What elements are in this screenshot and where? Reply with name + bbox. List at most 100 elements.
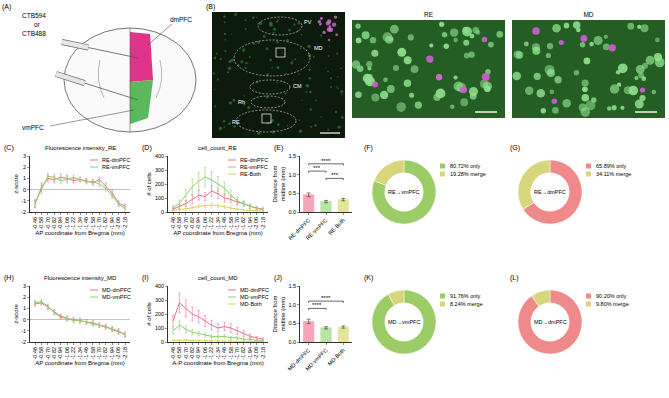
svg-text:MD-vmPFC: MD-vmPFC — [240, 294, 269, 300]
svg-text:RE-dmPFC: RE-dmPFC — [102, 157, 130, 163]
svg-text:200: 200 — [155, 311, 164, 317]
svg-text:-1.06: -1.06 — [202, 217, 208, 230]
svg-text:400: 400 — [155, 283, 164, 289]
svg-text:-0.46: -0.46 — [170, 347, 176, 360]
svg-text:-1.46: -1.46 — [221, 217, 227, 230]
svg-text:-1.06: -1.06 — [64, 347, 70, 360]
svg-text:-1.58: -1.58 — [90, 347, 96, 360]
svg-text:-0.82: -0.82 — [189, 217, 195, 230]
svg-text:(J): (J) — [274, 274, 282, 282]
svg-text:-1.94: -1.94 — [109, 217, 115, 230]
svg-text:2: 2 — [23, 294, 26, 300]
svg-text:-1.94: -1.94 — [247, 217, 253, 230]
svg-text:-0.94: -0.94 — [195, 217, 201, 230]
svg-text:100: 100 — [155, 325, 164, 331]
svg-text:z-score: z-score — [13, 304, 19, 324]
svg-text:MD-vmPFC: MD-vmPFC — [304, 347, 329, 372]
svg-text:-0.58: -0.58 — [176, 217, 182, 230]
svg-text:0: 0 — [161, 339, 164, 345]
svg-text:RE-vmPFC: RE-vmPFC — [102, 164, 130, 170]
svg-text:(G): (G) — [510, 144, 520, 152]
svg-text:-1.22: -1.22 — [208, 347, 214, 360]
svg-text:-1.82: -1.82 — [102, 217, 108, 230]
svg-text:-2.18: -2.18 — [122, 347, 128, 360]
svg-text:A-P coordinate from Bregma (mm: A-P coordinate from Bregma (mm) — [172, 360, 264, 366]
svg-text:or: or — [34, 21, 41, 28]
svg-text:MD→dmPFC: MD→dmPFC — [534, 319, 567, 325]
svg-text:z-score: z-score — [13, 174, 19, 194]
svg-text:-2.06: -2.06 — [253, 217, 259, 230]
svg-text:RE-dmPFC: RE-dmPFC — [287, 217, 311, 241]
svg-text:-1.70: -1.70 — [234, 347, 240, 360]
svg-text:(F): (F) — [364, 144, 373, 152]
svg-text:300: 300 — [155, 167, 164, 173]
svg-text:1: 1 — [23, 305, 26, 311]
svg-text:300: 300 — [155, 297, 164, 303]
svg-text:-0.94: -0.94 — [195, 347, 201, 360]
svg-text:0: 0 — [161, 209, 164, 215]
svg-text:-1: -1 — [21, 198, 26, 204]
svg-text:91.76% only: 91.76% only — [450, 293, 481, 299]
svg-text:200: 200 — [155, 181, 164, 187]
svg-text:-2.06: -2.06 — [115, 217, 121, 230]
svg-text:-1.82: -1.82 — [240, 217, 246, 230]
svg-text:-1.58: -1.58 — [228, 347, 234, 360]
svg-text:-0.70: -0.70 — [183, 217, 189, 230]
svg-text:-1.34: -1.34 — [215, 217, 221, 230]
svg-text:-2.06: -2.06 — [253, 347, 259, 360]
svg-text:-1.70: -1.70 — [96, 217, 102, 230]
svg-text:(A): (A) — [2, 3, 11, 11]
svg-text:****: **** — [321, 295, 331, 301]
svg-text:-0.58: -0.58 — [38, 347, 44, 360]
svg-text:-0.70: -0.70 — [183, 347, 189, 360]
svg-text:MD-dmPFC: MD-dmPFC — [240, 287, 269, 293]
svg-text:(B): (B) — [206, 3, 215, 11]
svg-text:1: 1 — [23, 175, 26, 181]
svg-text:dmPFC: dmPFC — [170, 16, 192, 23]
svg-text:1.0: 1.0 — [288, 302, 296, 308]
svg-text:-1.82: -1.82 — [240, 347, 246, 360]
svg-text:PV: PV — [304, 19, 312, 25]
svg-text:MD-Both: MD-Both — [326, 347, 346, 367]
svg-text:cell_count_RE: cell_count_RE — [198, 145, 237, 151]
svg-text:vmPFC: vmPFC — [22, 124, 44, 131]
svg-text:1.5: 1.5 — [288, 283, 296, 289]
svg-text:-2.06: -2.06 — [115, 347, 121, 360]
svg-text:1.0: 1.0 — [288, 172, 296, 178]
svg-text:-1.70: -1.70 — [234, 217, 240, 230]
svg-text:-0.46: -0.46 — [32, 217, 38, 230]
svg-text:-0.58: -0.58 — [176, 347, 182, 360]
svg-text:***: *** — [331, 172, 339, 178]
svg-text:1.5: 1.5 — [288, 153, 296, 159]
svg-text:0.0: 0.0 — [288, 209, 296, 215]
svg-text:0: 0 — [23, 317, 26, 323]
svg-text:-1.34: -1.34 — [77, 347, 83, 360]
svg-text:3: 3 — [23, 153, 26, 159]
svg-text:RE-Both: RE-Both — [327, 217, 346, 236]
svg-text:-1.34: -1.34 — [215, 347, 221, 360]
svg-text:(K): (K) — [364, 274, 373, 282]
svg-text:Fluorescence intensity_RE: Fluorescence intensity_RE — [45, 145, 116, 151]
svg-text:8.24% merge: 8.24% merge — [450, 301, 483, 307]
svg-text:-2: -2 — [21, 339, 26, 345]
svg-text:-0.46: -0.46 — [170, 217, 176, 230]
svg-text:AP coordinate from Bregma (mm): AP coordinate from Bregma (mm) — [35, 360, 125, 366]
svg-text:MD: MD — [314, 45, 323, 51]
svg-text:-1.22: -1.22 — [208, 217, 214, 230]
svg-text:-1.22: -1.22 — [70, 347, 76, 360]
svg-text:-2.18: -2.18 — [260, 347, 266, 360]
svg-text:-1.06: -1.06 — [202, 347, 208, 360]
svg-text:RE-Both: RE-Both — [240, 171, 261, 177]
svg-text:RE-dmPFC: RE-dmPFC — [240, 157, 268, 163]
svg-text:Distance frommidline (mm): Distance frommidline (mm) — [272, 165, 286, 202]
svg-text:-2: -2 — [21, 209, 26, 215]
svg-text:0.5: 0.5 — [288, 320, 296, 326]
svg-text:-2.18: -2.18 — [260, 217, 266, 230]
svg-text:***: *** — [313, 165, 321, 171]
svg-text:MD: MD — [583, 11, 593, 18]
svg-text:-1.34: -1.34 — [77, 217, 83, 230]
svg-text:-1.82: -1.82 — [102, 347, 108, 360]
svg-text:MD-dmPFC: MD-dmPFC — [102, 287, 131, 293]
svg-text:0.0: 0.0 — [288, 339, 296, 345]
svg-text:34.11% merge: 34.11% merge — [596, 171, 631, 177]
